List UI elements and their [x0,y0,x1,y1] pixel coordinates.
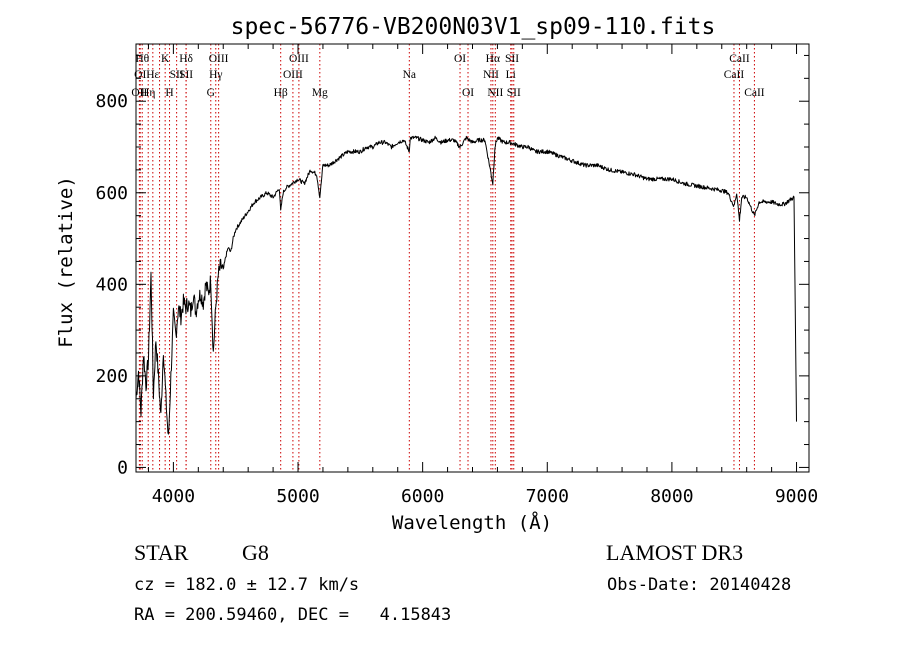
x-axis: 4000 5000 6000 7000 8000 9000 [147,44,818,507]
y-tick-label: 600 [95,183,128,204]
y-axis: 0 200 400 600 800 [95,54,809,478]
line-marker-label: Hε [146,69,159,81]
x-tick-label: 8000 [650,486,693,507]
redshift-velocity: cz = 182.0 ± 12.7 km/s [134,575,359,595]
spectral-line-markers [138,44,755,472]
y-tick-label: 400 [95,274,128,295]
object-class: STAR [134,540,189,565]
line-marker-label: NII [487,87,503,99]
line-marker-label: Hδ [179,53,193,65]
line-marker-label: Mg [312,87,328,99]
line-marker-label: Hγ [209,69,222,81]
line-marker-label: CaII [724,69,745,81]
line-marker-label: Li [506,69,516,81]
line-marker-label: SII [505,53,519,65]
object-subclass: G8 [242,540,269,565]
line-marker-label: OI [454,53,466,65]
line-marker-label: H [165,87,173,99]
line-marker-label: OIII [283,69,303,81]
plot-frame [135,43,810,473]
sky-coordinates: RA = 200.59460, DEC = 4.15843 [134,605,451,625]
x-tick-label: 6000 [401,486,444,507]
line-marker-label: K [161,53,170,65]
line-marker-label: NII [483,69,499,81]
x-tick-label: 5000 [276,486,319,507]
y-tick-label: 200 [95,366,128,387]
line-marker-label: Hα [486,53,500,65]
spectral-line-labels: OII OI Hθ Hη HεK H SII Hδ SII G Hγ OIII Hβ OIII OIII Mg… [131,53,764,99]
spectrum-line [135,135,797,435]
observation-date: Obs-Date: 20140428 [607,575,791,595]
line-marker-label: CaII [729,53,750,65]
chart-title: spec-56776-VB200N03V1_sp09-110.fits [231,14,716,40]
x-axis-label: Wavelength (Å) [392,511,552,534]
line-marker-label: SII [170,69,184,81]
line-marker-label: OIII [289,53,309,65]
line-marker-label: OII [131,87,147,99]
x-tick-label: 7000 [526,486,569,507]
x-tick-label: 9000 [775,486,818,507]
line-marker-label: CaII [744,87,765,99]
line-marker-label: SII [507,87,521,99]
line-marker-label: G [207,87,215,99]
y-axis-label: Flux (relative) [55,176,77,348]
line-marker-label: Hη [141,87,155,99]
line-marker-label: Na [403,69,416,81]
x-tick-label: 4000 [152,486,195,507]
y-tick-label: 800 [95,91,128,112]
line-marker-label: OIII [209,53,229,65]
survey-name: LAMOST DR3 [606,540,743,565]
line-marker-label: SII [179,69,193,81]
line-marker-label: OI [462,87,474,99]
spectrum-series [135,135,797,435]
line-marker-label: Hβ [274,87,288,99]
y-tick-label: 0 [117,457,128,478]
line-marker-label: Hθ [135,53,149,65]
